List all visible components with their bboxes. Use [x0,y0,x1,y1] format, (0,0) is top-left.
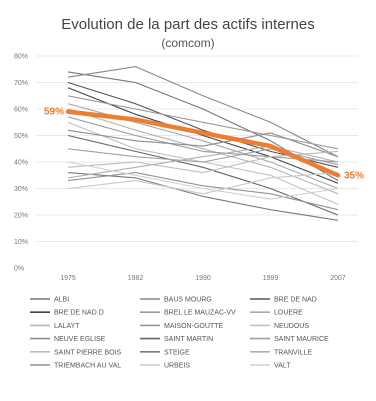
grid-layer [36,55,358,242]
legend-label: BRE DE NAD D [54,310,104,317]
series-line [67,172,339,195]
legend-label: SAINT PIERRE BOIS [54,349,121,356]
legend-label: TRIEMBACH AU VAL [54,363,121,370]
x-tick-label: 1982 [128,275,144,282]
start-value-label: 59% [44,107,64,118]
legend-label: SAINT MAURICE [274,336,329,343]
chart-subtitle: (comcom) [161,36,214,50]
y-tick-label: 0% [14,266,24,273]
x-axis: 1975 1982 1990 1999 2007 [60,275,346,282]
legend-label: MAISON-GOUTTE [164,323,223,330]
y-tick-label: 60% [14,107,28,114]
legend-label: BAUS MOURG [164,297,212,304]
legend-label: SAINT MARTIN [164,336,213,343]
x-tick-label: 2007 [330,275,346,282]
series-line [67,116,339,163]
legend-label: ALBI [54,297,69,304]
series-line [67,66,339,158]
y-tick-label: 80% [14,54,28,61]
end-value-label: 35% [344,170,364,181]
x-tick-label: 1975 [60,275,76,282]
highlight-layer: 59% 35% [44,107,364,182]
x-tick-label: 1999 [263,275,279,282]
chart-title: Evolution de la part des actifs internes [61,16,314,33]
legend-label: STEIGE [164,349,190,356]
legend-label: LALAYT [54,323,80,330]
y-tick-label: 40% [14,160,28,167]
legend-label: LOUERE [274,310,303,317]
legend-label: NEUVE EGLISE [54,336,106,343]
y-tick-label: 50% [14,133,28,140]
series-line [67,172,339,221]
series-line [67,161,339,200]
series-line [67,172,339,211]
series-line [67,129,339,158]
legend-label: TRANVILLE [274,349,312,356]
legend-label: VALT [274,363,291,370]
y-tick-label: 20% [14,213,28,220]
y-tick-label: 70% [14,80,28,87]
legend-label: BREL LE MAUZAC-VV [164,310,236,317]
series-layer [67,66,339,221]
series-line [67,134,339,216]
series-line [67,95,339,150]
y-tick-label: 10% [14,239,28,246]
series-line [67,87,339,184]
legend-label: URBEIS [164,363,190,370]
legend: ALBI BAUS MOURG BRE DE NAD BRE DE NAD D BREL… [30,297,329,370]
y-axis: 0% 10% 20% 30% 40% 50% 60% 70% 80% [14,54,28,273]
x-tick-label: 1990 [195,275,211,282]
y-tick-label: 30% [14,186,28,193]
legend-label: BRE DE NAD [274,297,317,304]
legend-label: NEUDOUS [274,323,309,330]
highlight-line [65,109,341,178]
